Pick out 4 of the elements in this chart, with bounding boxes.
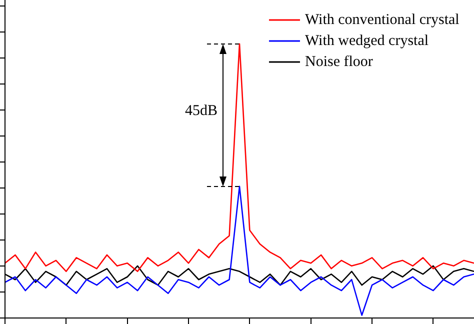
- legend-label: With conventional crystal: [305, 12, 460, 28]
- legend-label: Noise floor: [305, 54, 373, 70]
- annotation: 45dB: [184, 103, 218, 120]
- legend-label: With wedged crystal: [305, 32, 429, 49]
